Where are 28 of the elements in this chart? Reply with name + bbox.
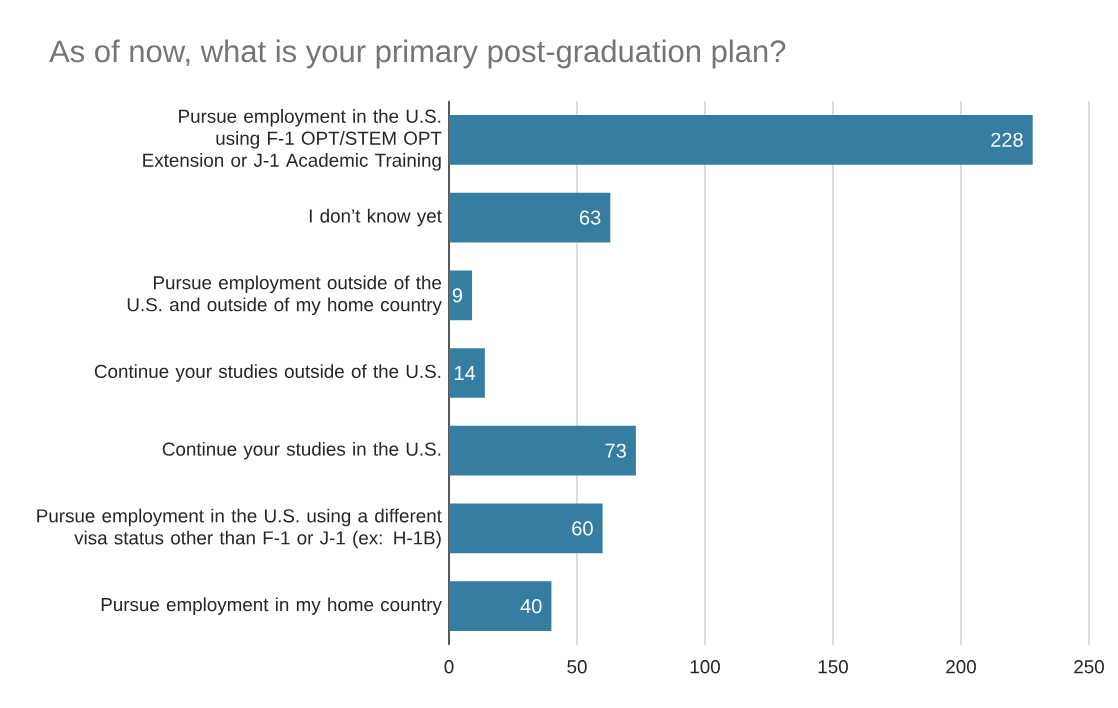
y-tick-label: Pursue employment in the U.S. using F-1 OPT/STEM OPT Extension or J-1 Academic Training — [143, 109, 442, 171]
y-tick-label: I don’t know yet — [309, 208, 442, 227]
bar — [449, 270, 473, 321]
bar — [449, 115, 1033, 165]
data-label: 73 — [605, 443, 626, 458]
x-tick-label: 100 — [690, 660, 720, 674]
data-label: 40 — [520, 599, 542, 614]
bar — [449, 425, 636, 476]
data-label: 9 — [452, 288, 463, 303]
chart-title: As of now, what is your primary post-graduation plan? — [49, 39, 786, 69]
y-tick-label: Pursue employment in my home country — [101, 597, 442, 615]
bar — [449, 192, 611, 243]
data-label: 228 — [991, 132, 1023, 147]
x-tick-label: 50 — [567, 660, 587, 674]
y-tick-label: Continue your studies outside of the U.S. — [94, 364, 441, 382]
x-tick-label: 0 — [444, 660, 454, 674]
y-tick-label: Continue your studies in the U.S. — [162, 441, 441, 460]
bar — [449, 348, 485, 398]
x-tick-label: 200 — [946, 660, 976, 674]
bar — [449, 503, 603, 554]
bar — [449, 581, 552, 632]
data-label: 60 — [572, 521, 593, 536]
y-tick-label: Pursue employment in the U.S. using a different visa status other than F-1 or J-1 (ex: H-1B) — [37, 508, 442, 549]
y-tick-label: Pursue employment outside of the U.S. and outside of my home country — [127, 275, 442, 316]
x-tick-label: 250 — [1074, 660, 1104, 674]
x-tick-label: 150 — [818, 660, 848, 674]
data-label: 14 — [455, 366, 476, 380]
data-label: 63 — [579, 210, 601, 225]
